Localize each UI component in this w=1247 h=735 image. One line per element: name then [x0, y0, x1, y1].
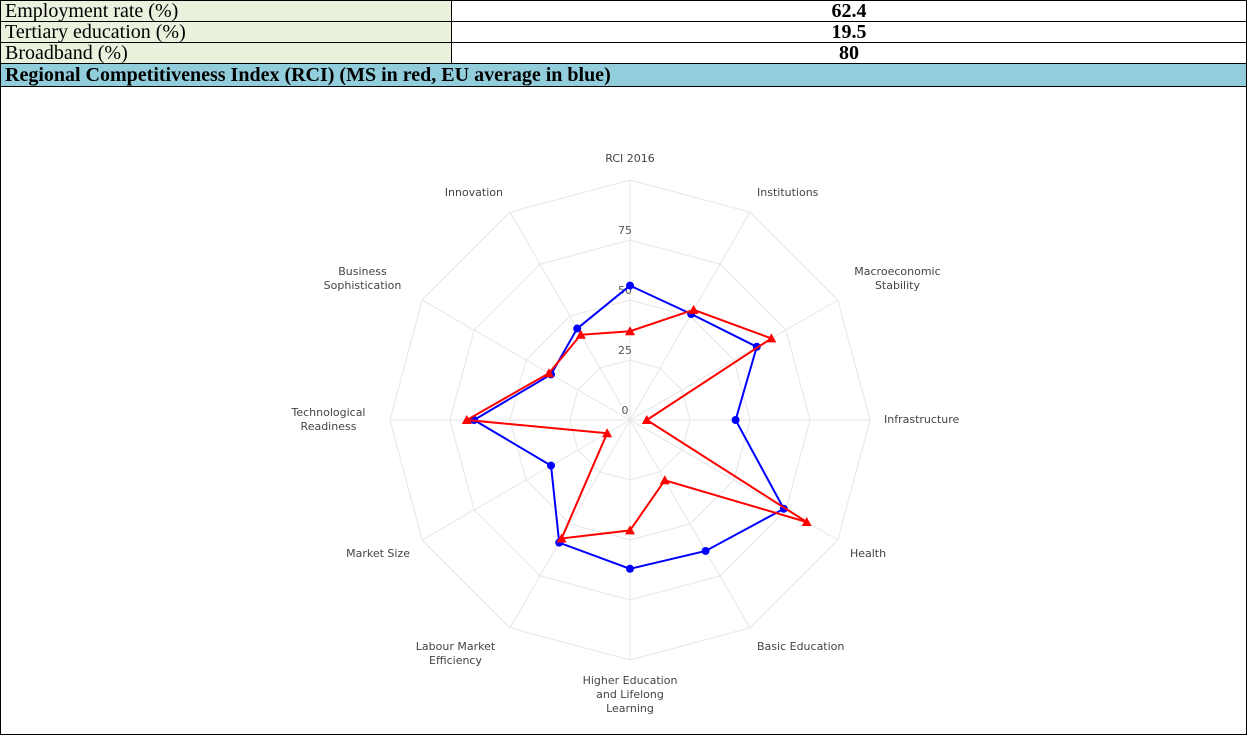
data-point: [801, 517, 812, 526]
data-point: [573, 324, 582, 333]
grid-spoke: [629, 419, 751, 629]
grid-spoke: [421, 299, 631, 421]
series-line: [472, 284, 786, 570]
axis-label: Infrastructure: [884, 413, 960, 426]
data-point: [575, 329, 586, 339]
axis-label: Market Size: [346, 547, 411, 560]
data-point: [461, 415, 472, 424]
data-point: [766, 333, 777, 343]
data-point: [701, 546, 710, 555]
data-point: [625, 326, 635, 336]
axis-label: Innovation: [444, 186, 503, 200]
axis-label: Macroeconomic Stability: [854, 265, 941, 292]
axis-label: Technological Readiness: [291, 406, 366, 433]
data-point: [641, 415, 652, 424]
data-point: [659, 475, 670, 485]
data-point: [543, 368, 554, 378]
data-point: [688, 304, 699, 314]
grid-spoke: [509, 419, 631, 629]
axis-label: Basic Education: [757, 639, 845, 653]
data-point: [602, 428, 613, 438]
section-header: Regional Competitiveness Index (RCI) (MS…: [0, 63, 1247, 87]
data-point: [556, 533, 567, 543]
axis-label: Institutions: [757, 186, 819, 200]
axis-label: RCI 2016: [605, 152, 655, 165]
axis-label: Higher Education and Lifelong Learning: [582, 674, 678, 715]
stats-table: Employment rate (%) 62.4 Tertiary educatio…: [0, 0, 1247, 87]
data-point: [547, 461, 556, 470]
row-label: Employment rate (%): [0, 0, 452, 22]
radial-tick-label: 75: [618, 224, 632, 237]
axis-label: Labour Market Efficiency: [415, 639, 496, 667]
grid-spoke: [421, 419, 631, 541]
axis-label: Business Sophistication: [323, 265, 402, 292]
radial-tick-label: 25: [618, 344, 632, 357]
axis-label: Health: [849, 547, 887, 560]
grid-spoke: [629, 299, 839, 421]
data-point: [625, 525, 635, 535]
radial-tick-label: 0: [622, 404, 629, 417]
data-point: [626, 564, 634, 573]
table-row: Employment rate (%) 62.4: [0, 0, 1247, 22]
grid-spoke: [509, 211, 631, 421]
data-point: [626, 281, 634, 290]
data-point: [731, 416, 740, 424]
